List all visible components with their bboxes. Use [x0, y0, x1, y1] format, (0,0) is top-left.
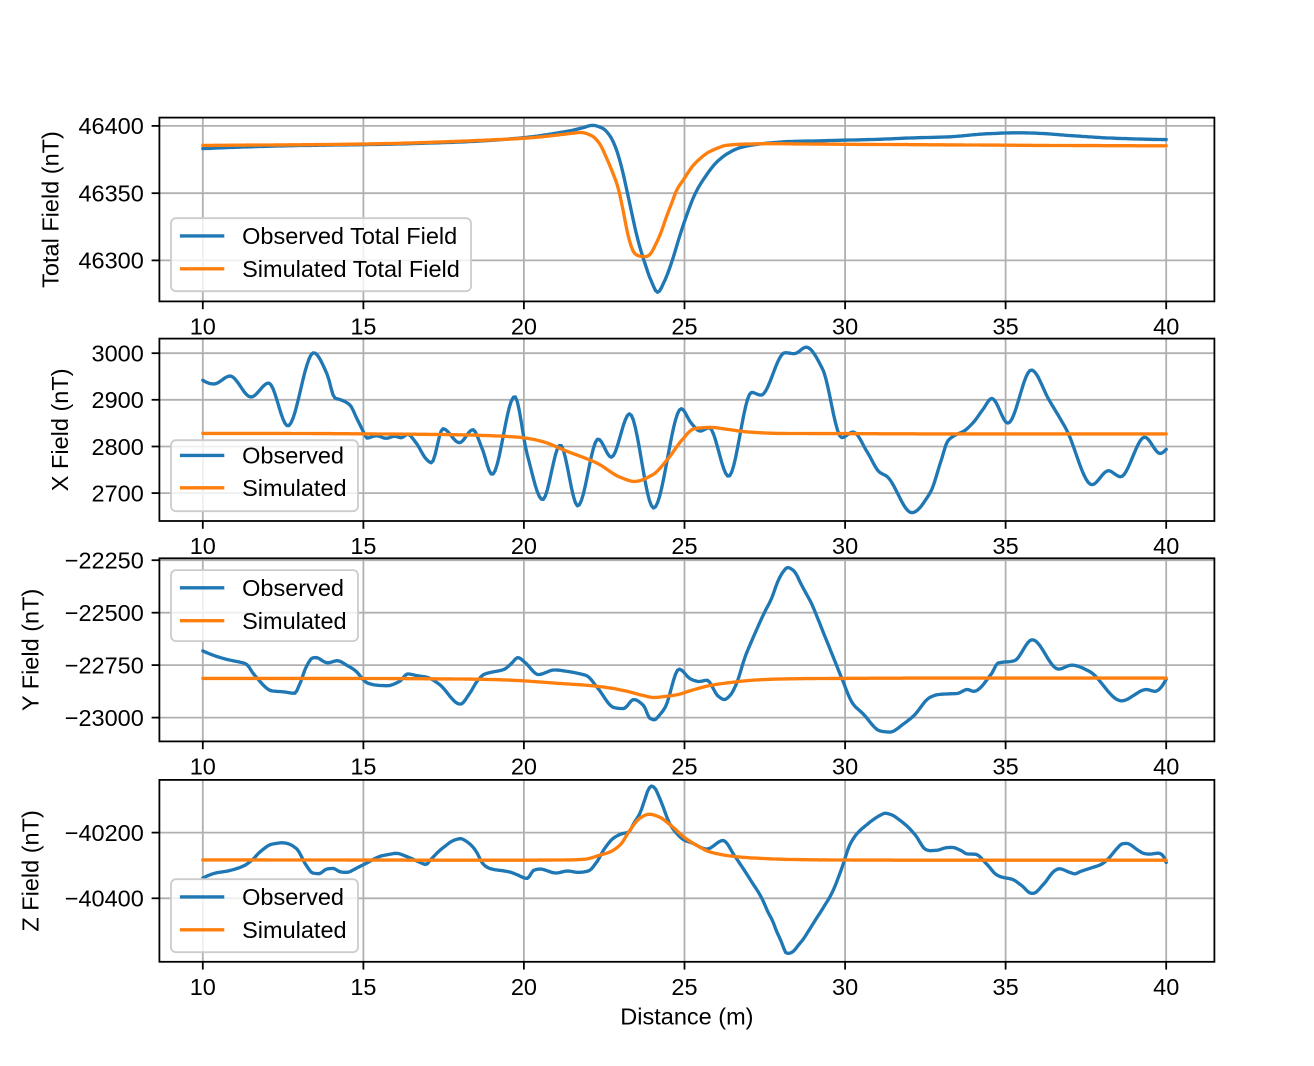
svg-text:−22750: −22750	[65, 652, 144, 678]
svg-text:Simulated: Simulated	[242, 917, 347, 943]
svg-text:30: 30	[832, 313, 858, 339]
svg-text:46400: 46400	[78, 113, 143, 139]
svg-text:40: 40	[1153, 533, 1179, 559]
svg-text:Observed: Observed	[242, 443, 344, 469]
svg-text:3000: 3000	[92, 341, 144, 367]
svg-text:20: 20	[511, 533, 537, 559]
svg-text:Total Field (nT): Total Field (nT)	[38, 131, 64, 288]
svg-text:30: 30	[832, 974, 858, 1000]
svg-text:10: 10	[190, 533, 216, 559]
svg-text:46350: 46350	[78, 181, 143, 207]
svg-text:10: 10	[190, 313, 216, 339]
svg-text:20: 20	[511, 313, 537, 339]
svg-text:Observed Total Field: Observed Total Field	[242, 223, 457, 249]
svg-text:2900: 2900	[92, 387, 144, 413]
svg-text:10: 10	[190, 974, 216, 1000]
svg-text:15: 15	[350, 974, 376, 1000]
svg-text:2700: 2700	[92, 480, 144, 506]
svg-text:20: 20	[511, 974, 537, 1000]
svg-text:40: 40	[1153, 753, 1179, 779]
svg-text:15: 15	[350, 753, 376, 779]
svg-text:10: 10	[190, 753, 216, 779]
svg-text:Simulated: Simulated	[242, 608, 347, 634]
svg-text:15: 15	[350, 313, 376, 339]
svg-text:40: 40	[1153, 313, 1179, 339]
svg-text:25: 25	[671, 313, 697, 339]
svg-text:40: 40	[1153, 974, 1179, 1000]
svg-text:−23000: −23000	[65, 705, 144, 731]
svg-text:Observed: Observed	[242, 575, 344, 601]
svg-text:35: 35	[993, 974, 1019, 1000]
svg-text:Y Field (nT): Y Field (nT)	[17, 589, 43, 711]
svg-text:2800: 2800	[92, 434, 144, 460]
svg-text:−40200: −40200	[65, 820, 144, 846]
svg-text:Observed: Observed	[242, 884, 344, 910]
svg-text:−22500: −22500	[65, 600, 144, 626]
svg-text:−22250: −22250	[65, 548, 144, 574]
svg-text:Simulated Total Field: Simulated Total Field	[242, 256, 460, 282]
svg-text:Z Field (nT): Z Field (nT)	[17, 810, 43, 931]
svg-text:30: 30	[832, 533, 858, 559]
svg-text:25: 25	[671, 753, 697, 779]
svg-text:30: 30	[832, 753, 858, 779]
svg-text:−40400: −40400	[65, 886, 144, 912]
svg-text:Simulated: Simulated	[242, 475, 347, 501]
svg-text:X Field (nT): X Field (nT)	[47, 368, 73, 491]
svg-text:35: 35	[993, 533, 1019, 559]
svg-text:25: 25	[671, 974, 697, 1000]
svg-text:35: 35	[993, 753, 1019, 779]
svg-text:35: 35	[993, 313, 1019, 339]
svg-text:25: 25	[671, 533, 697, 559]
svg-text:Distance (m): Distance (m)	[620, 1004, 753, 1030]
svg-text:15: 15	[350, 533, 376, 559]
svg-text:20: 20	[511, 753, 537, 779]
svg-text:46300: 46300	[78, 248, 143, 274]
